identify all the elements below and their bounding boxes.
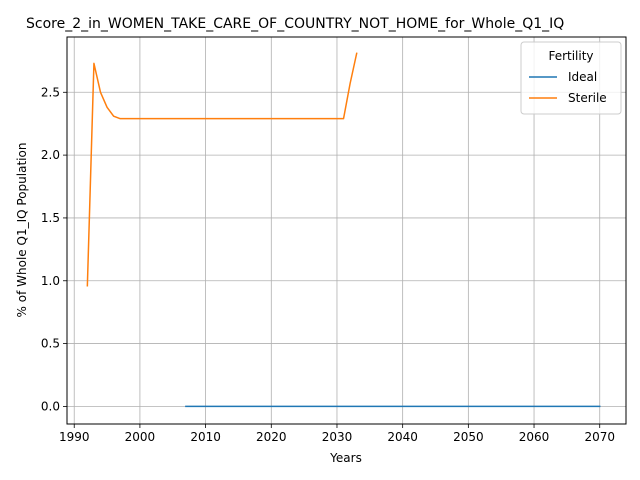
legend-label-ideal: Ideal xyxy=(568,70,597,84)
axes-frame xyxy=(66,36,627,425)
x-tick-label: 2040 xyxy=(387,430,418,444)
grid xyxy=(67,37,626,424)
x-tick-label: 2060 xyxy=(519,430,550,444)
y-tick-label: 2.0 xyxy=(41,148,60,162)
x-tick-label: 2010 xyxy=(190,430,221,444)
y-tick-label: 0.5 xyxy=(41,337,60,351)
y-tick-label: 0.0 xyxy=(41,399,60,413)
y-tick-label: 2.5 xyxy=(41,85,60,99)
y-tick-label: 1.0 xyxy=(41,274,60,288)
chart-title: Score_2_in_WOMEN_TAKE_CARE_OF_COUNTRY_NO… xyxy=(26,16,564,32)
x-tick-label: 2070 xyxy=(584,430,615,444)
legend-box xyxy=(520,41,622,115)
series-line-sterile xyxy=(86,52,358,287)
x-tick-label: 2030 xyxy=(322,430,353,444)
legend-title: Fertility xyxy=(548,49,593,63)
x-tick-label: 1990 xyxy=(59,430,90,444)
y-axis-label: % of Whole Q1_IQ Population xyxy=(15,143,29,318)
x-tick-label: 2020 xyxy=(256,430,287,444)
legend-items: Ideal Sterile xyxy=(529,70,607,105)
x-tick-label: 2000 xyxy=(125,430,156,444)
plot-series xyxy=(86,52,601,408)
axis-ticks: 1990 2000 2010 2020 2030 2040 2050 2060 2070 0.0 0… xyxy=(41,85,615,444)
legend-label-sterile: Sterile xyxy=(568,91,607,105)
legend: Fertility Ideal Sterile xyxy=(520,41,622,115)
x-tick-label: 2050 xyxy=(453,430,484,444)
y-tick-label: 1.5 xyxy=(41,211,60,225)
x-axis-label: Years xyxy=(329,451,362,465)
